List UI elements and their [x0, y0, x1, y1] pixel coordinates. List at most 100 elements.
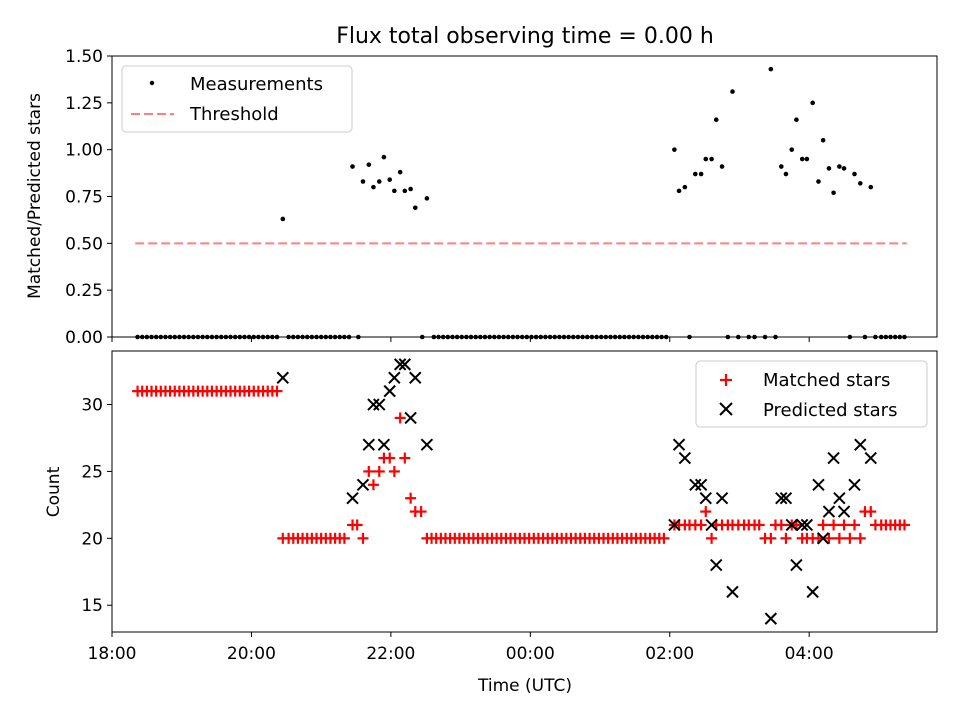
- measurement-point: [402, 188, 408, 194]
- bottom-axes-frame: [111, 350, 938, 633]
- matched-star-point: [367, 479, 379, 491]
- measurement-point: [816, 179, 821, 184]
- bottom-yticks: 15 20 25 30: [81, 396, 112, 616]
- legend-measurements-marker: [149, 80, 155, 86]
- top-ytick-label: 0.75: [65, 188, 103, 208]
- predicted-star-point: [790, 558, 803, 572]
- predicted-star-point: [678, 451, 692, 465]
- matched-star-point: [351, 519, 363, 531]
- matched-star-point: [706, 532, 718, 544]
- measurement-point: [719, 164, 725, 169]
- legend-threshold-label: Threshold: [189, 104, 279, 125]
- matched-star-point: [405, 492, 417, 504]
- matched-star-point: [854, 532, 866, 544]
- measurement-point: [371, 184, 376, 190]
- predicted-star-point: [833, 491, 846, 505]
- top-legend: Measurements Threshold: [121, 65, 353, 133]
- predicted-star-point: [699, 491, 712, 505]
- predicted-star-point: [848, 478, 861, 492]
- bottom-xtick-label: 18:00: [88, 644, 137, 664]
- matched-star-point: [695, 519, 707, 531]
- measurement-point: [713, 117, 719, 122]
- measurement-point: [387, 177, 393, 182]
- predicted-star-point: [715, 491, 729, 505]
- bottom-series: [132, 358, 910, 625]
- measurement-point: [698, 171, 704, 177]
- predicted-star-point: [388, 371, 401, 384]
- matched-star-point: [780, 532, 792, 544]
- matched-star-point: [833, 532, 845, 544]
- measurement-point: [810, 100, 815, 106]
- matched-star-point: [838, 519, 850, 531]
- matched-star-point: [399, 452, 411, 464]
- predicted-star-point: [827, 451, 840, 465]
- top-ytick-label: 1.50: [65, 47, 103, 67]
- predicted-star-point: [796, 518, 809, 532]
- bottom-ytick-label: 20: [81, 529, 103, 549]
- measurement-point: [799, 156, 805, 162]
- matched-star-point: [775, 519, 787, 531]
- matched-star-point: [394, 412, 406, 424]
- top-panel: Matched/Predicted stars 0.00 0.25 0.50 0.75…: [25, 47, 938, 348]
- measurement-point: [412, 205, 418, 211]
- matched-star-point: [700, 506, 712, 518]
- measurement-point: [703, 156, 709, 162]
- measurement-point: [376, 179, 382, 184]
- top-ytick-label: 1.00: [65, 141, 103, 161]
- matched-star-point: [271, 385, 283, 397]
- matched-star-point: [823, 532, 835, 544]
- measurement-point: [837, 164, 842, 169]
- top-ytick-label: 0.50: [65, 234, 103, 254]
- predicted-star-point: [377, 438, 391, 451]
- measurement-point: [676, 188, 682, 194]
- matched-star-point: [844, 532, 856, 544]
- matched-star-point: [753, 519, 765, 531]
- measurement-point: [804, 156, 810, 162]
- measurement-point: [350, 164, 355, 169]
- predicted-star-point: [398, 358, 412, 371]
- top-ytick-label: 0.25: [65, 281, 103, 301]
- predicted-star-point: [764, 612, 778, 625]
- legend-predicted-marker: [719, 402, 733, 416]
- matched-star-point: [363, 465, 375, 477]
- matched-star-point: [338, 532, 350, 544]
- top-legend-box: [121, 65, 353, 133]
- measurement-point: [868, 184, 874, 190]
- predicted-star-point: [705, 518, 718, 532]
- matched-star-point: [817, 519, 829, 531]
- bottom-ytick-label: 25: [81, 462, 103, 482]
- top-ylabel: Matched/Predicted stars: [25, 93, 45, 299]
- measurement-point: [672, 147, 677, 152]
- measurement-point: [366, 162, 372, 167]
- predicted-star-point: [409, 371, 422, 384]
- predicted-star-point: [816, 532, 830, 545]
- measurement-point: [783, 171, 789, 177]
- bottom-ylabel: Count: [44, 466, 64, 517]
- measurement-point: [789, 147, 795, 152]
- predicted-star-point: [672, 438, 686, 451]
- measurement-point: [831, 190, 836, 196]
- matched-star-point: [865, 506, 877, 518]
- matched-star-point: [765, 532, 777, 544]
- predicted-star-point: [356, 478, 370, 492]
- predicted-star-point: [404, 411, 417, 425]
- top-ytick-label: 1.25: [65, 94, 103, 114]
- measurement-point: [778, 164, 784, 169]
- measurement-point: [820, 138, 826, 143]
- predicted-star-point: [785, 518, 798, 532]
- predicted-star-point: [668, 518, 681, 532]
- predicted-star-point: [362, 438, 376, 451]
- predicted-star-point: [710, 558, 723, 572]
- measurement-point: [693, 171, 698, 177]
- measurement-point: [360, 179, 366, 184]
- matched-star-point: [849, 519, 860, 531]
- bottom-xtick-label: 20:00: [227, 644, 276, 664]
- matched-star-point: [357, 532, 369, 544]
- predicted-star-point: [775, 491, 788, 505]
- measurement-point: [392, 188, 397, 194]
- predicted-star-point: [864, 451, 877, 465]
- legend-matched-label: Matched stars: [763, 370, 890, 391]
- bottom-xtick-label: 00:00: [506, 644, 555, 664]
- top-ytick-label: 0.00: [65, 328, 103, 348]
